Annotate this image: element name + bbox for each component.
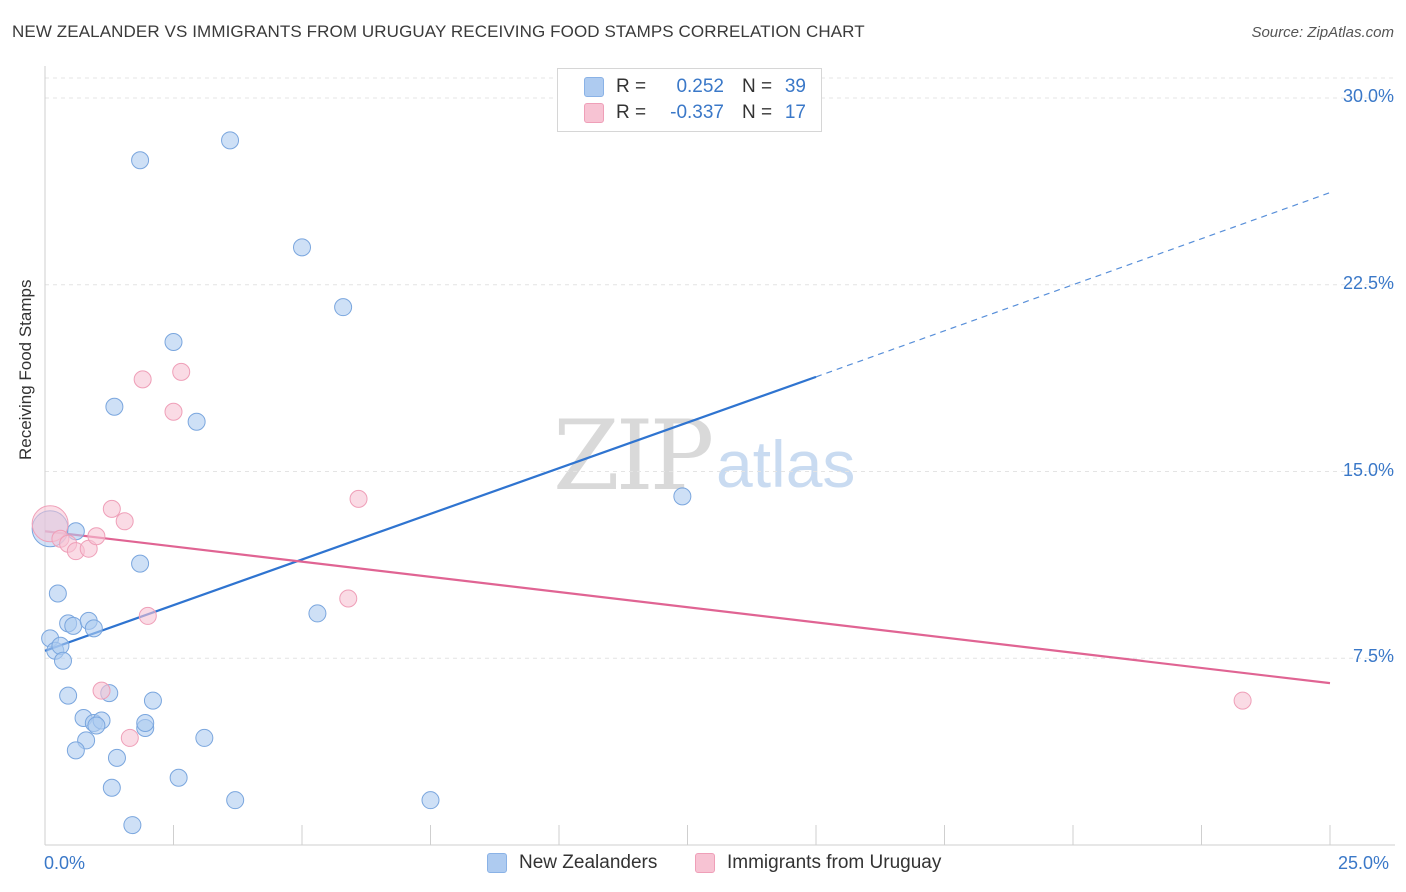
point-new-zealander: [102, 778, 121, 797]
point-new-zealander: [334, 298, 353, 317]
point-new-zealander: [107, 748, 126, 767]
legend-swatch-pink: [695, 853, 715, 873]
y-axis-label: Receiving Food Stamps: [16, 279, 35, 460]
point-new-zealander: [164, 333, 183, 352]
trend-line-new-zealanders: [44, 375, 817, 652]
point-new-zealander: [136, 713, 155, 732]
point-uruguay: [133, 370, 152, 389]
point-new-zealander: [59, 686, 78, 705]
point-new-zealander: [131, 554, 150, 573]
point-uruguay: [172, 362, 191, 381]
point-uruguay: [102, 499, 121, 518]
point-uruguay: [138, 606, 157, 625]
legend-item-uruguay[interactable]: Immigrants from Uruguay: [695, 852, 941, 874]
source-credit: Source: ZipAtlas.com: [1251, 24, 1394, 41]
legend-row-new-zealanders: R = 0.252 N = 39: [584, 74, 806, 100]
point-uruguay: [92, 681, 111, 700]
point-uruguay: [87, 527, 106, 546]
point-uruguay: [1233, 691, 1252, 710]
n-value: 39: [784, 76, 806, 97]
point-new-zealander: [84, 619, 103, 638]
chart-title: NEW ZEALANDER VS IMMIGRANTS FROM URUGUAY…: [12, 22, 865, 41]
r-label: R =: [616, 102, 647, 123]
point-new-zealander: [131, 151, 150, 170]
y-tick-label: 30.0%: [1342, 86, 1394, 106]
point-new-zealander: [53, 651, 72, 670]
legend-label: Immigrants from Uruguay: [727, 852, 942, 873]
x-tick-label-max: 25.0%: [1338, 853, 1390, 873]
series-legend: New Zealanders Immigrants from Uruguay: [0, 850, 1406, 878]
r-value: -0.337: [670, 102, 724, 123]
legend-label: New Zealanders: [519, 852, 658, 873]
point-uruguay: [120, 728, 139, 747]
legend-swatch-blue: [584, 77, 604, 97]
legend-swatch-pink: [584, 103, 604, 123]
x-tick-label-min: 0.0%: [44, 853, 86, 873]
point-new-zealander: [421, 791, 440, 810]
correlation-legend: R = 0.252 N = 39 R = -0.337 N = 17: [557, 68, 822, 132]
n-label: N =: [742, 102, 773, 123]
point-new-zealander: [293, 238, 311, 257]
point-uruguay: [164, 402, 183, 421]
point-new-zealander: [187, 412, 206, 431]
y-tick-label: 7.5%: [1352, 646, 1394, 667]
legend-item-new-zealanders[interactable]: New Zealanders: [487, 852, 657, 874]
point-new-zealander: [143, 691, 162, 710]
point-new-zealander: [308, 604, 327, 623]
point-new-zealander: [87, 716, 106, 735]
point-new-zealander: [66, 741, 85, 760]
n-label: N =: [742, 76, 773, 97]
point-new-zealander: [226, 791, 245, 810]
point-new-zealander: [673, 487, 692, 506]
legend-swatch-blue: [487, 853, 507, 873]
legend-row-uruguay: R = -0.337 N = 17: [584, 100, 806, 126]
r-value: 0.252: [676, 76, 724, 97]
point-uruguay: [339, 589, 358, 608]
y-tick-label: 15.0%: [1342, 459, 1394, 480]
data-points: [31, 131, 1252, 835]
n-value: 17: [784, 102, 806, 123]
point-new-zealander: [48, 584, 67, 603]
point-new-zealander: [64, 616, 83, 635]
point-new-zealander: [51, 636, 70, 655]
point-new-zealander: [169, 768, 188, 787]
point-new-zealander: [105, 397, 124, 416]
trend-line-uruguay: [44, 530, 1331, 685]
trend-lines: [44, 192, 1331, 685]
watermark-atlas: atlas: [716, 427, 856, 501]
r-label: R =: [616, 76, 647, 97]
point-new-zealander: [123, 816, 142, 835]
grid-lines: [45, 77, 1395, 659]
axes: [44, 66, 1395, 846]
trend-extension: [815, 192, 1331, 378]
point-uruguay: [349, 489, 368, 508]
point-new-zealander: [195, 728, 214, 747]
y-tick-label: 22.5%: [1342, 272, 1394, 293]
point-uruguay: [115, 512, 134, 531]
point-new-zealander: [221, 131, 240, 150]
